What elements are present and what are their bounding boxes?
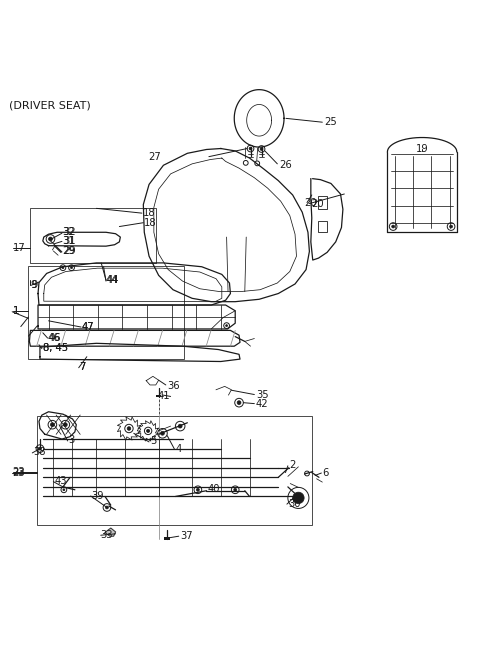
Circle shape xyxy=(450,225,453,228)
Text: 31: 31 xyxy=(62,236,74,246)
Text: 9: 9 xyxy=(30,280,37,290)
Text: 23: 23 xyxy=(12,466,25,476)
Text: 36: 36 xyxy=(167,381,180,391)
Bar xyxy=(30,209,156,264)
Circle shape xyxy=(71,267,72,269)
Bar xyxy=(28,266,184,359)
Circle shape xyxy=(178,424,182,428)
Circle shape xyxy=(62,267,64,269)
Text: 20: 20 xyxy=(311,199,324,209)
Text: 39: 39 xyxy=(92,491,104,501)
Text: 4: 4 xyxy=(175,443,181,453)
Circle shape xyxy=(237,401,241,405)
Text: 47: 47 xyxy=(81,321,94,331)
Text: 1: 1 xyxy=(12,306,19,316)
Text: 18: 18 xyxy=(144,218,157,228)
Circle shape xyxy=(260,148,263,150)
Circle shape xyxy=(234,488,237,491)
Text: 8, 45: 8, 45 xyxy=(43,343,68,353)
Text: 9: 9 xyxy=(32,280,38,290)
Text: 27: 27 xyxy=(148,152,161,161)
Circle shape xyxy=(226,325,228,327)
Text: 44: 44 xyxy=(106,275,119,285)
Text: 29: 29 xyxy=(63,247,76,256)
Text: 25: 25 xyxy=(324,117,336,127)
Circle shape xyxy=(106,506,108,509)
Text: 40: 40 xyxy=(207,484,220,494)
Text: 19: 19 xyxy=(416,144,429,154)
Text: 30: 30 xyxy=(288,499,300,508)
Bar xyxy=(164,537,170,539)
Circle shape xyxy=(293,492,304,504)
Text: 38: 38 xyxy=(33,447,46,457)
Text: 46: 46 xyxy=(48,333,61,342)
Text: 7: 7 xyxy=(80,362,86,372)
Text: 33: 33 xyxy=(101,530,113,541)
Circle shape xyxy=(63,422,67,426)
Text: 3: 3 xyxy=(69,436,75,445)
Circle shape xyxy=(160,432,164,435)
Text: 32: 32 xyxy=(63,227,75,237)
Text: 8, 45: 8, 45 xyxy=(43,343,68,353)
Text: 43: 43 xyxy=(54,476,67,486)
Text: 47: 47 xyxy=(82,321,95,331)
Text: (DRIVER SEAT): (DRIVER SEAT) xyxy=(9,100,91,111)
Circle shape xyxy=(249,147,252,150)
Text: 35: 35 xyxy=(256,390,268,400)
Text: 6: 6 xyxy=(323,468,329,478)
Text: 1: 1 xyxy=(12,306,19,316)
Text: 5: 5 xyxy=(150,436,156,447)
Polygon shape xyxy=(105,528,116,536)
Text: 37: 37 xyxy=(180,531,193,541)
Circle shape xyxy=(146,429,150,432)
Text: 31: 31 xyxy=(63,236,75,246)
Text: 18: 18 xyxy=(144,208,156,218)
Text: 41: 41 xyxy=(157,392,170,401)
Bar xyxy=(318,196,327,209)
Bar xyxy=(318,221,327,232)
Circle shape xyxy=(127,426,131,430)
Circle shape xyxy=(392,225,395,228)
Text: 2: 2 xyxy=(289,461,295,470)
Text: 32: 32 xyxy=(62,227,74,237)
Text: 42: 42 xyxy=(256,399,268,409)
Circle shape xyxy=(48,237,52,241)
Text: 44: 44 xyxy=(107,275,120,285)
Circle shape xyxy=(196,488,199,491)
Text: 20: 20 xyxy=(305,197,317,207)
Text: 17: 17 xyxy=(12,243,25,253)
Text: 26: 26 xyxy=(279,160,292,170)
Circle shape xyxy=(50,422,54,426)
Text: 7: 7 xyxy=(80,362,86,372)
Text: 23: 23 xyxy=(12,468,25,478)
Circle shape xyxy=(38,447,41,450)
Bar xyxy=(37,416,312,525)
Bar xyxy=(156,395,161,398)
Text: 46: 46 xyxy=(48,333,60,342)
Circle shape xyxy=(63,489,65,491)
Text: 29: 29 xyxy=(62,247,75,256)
